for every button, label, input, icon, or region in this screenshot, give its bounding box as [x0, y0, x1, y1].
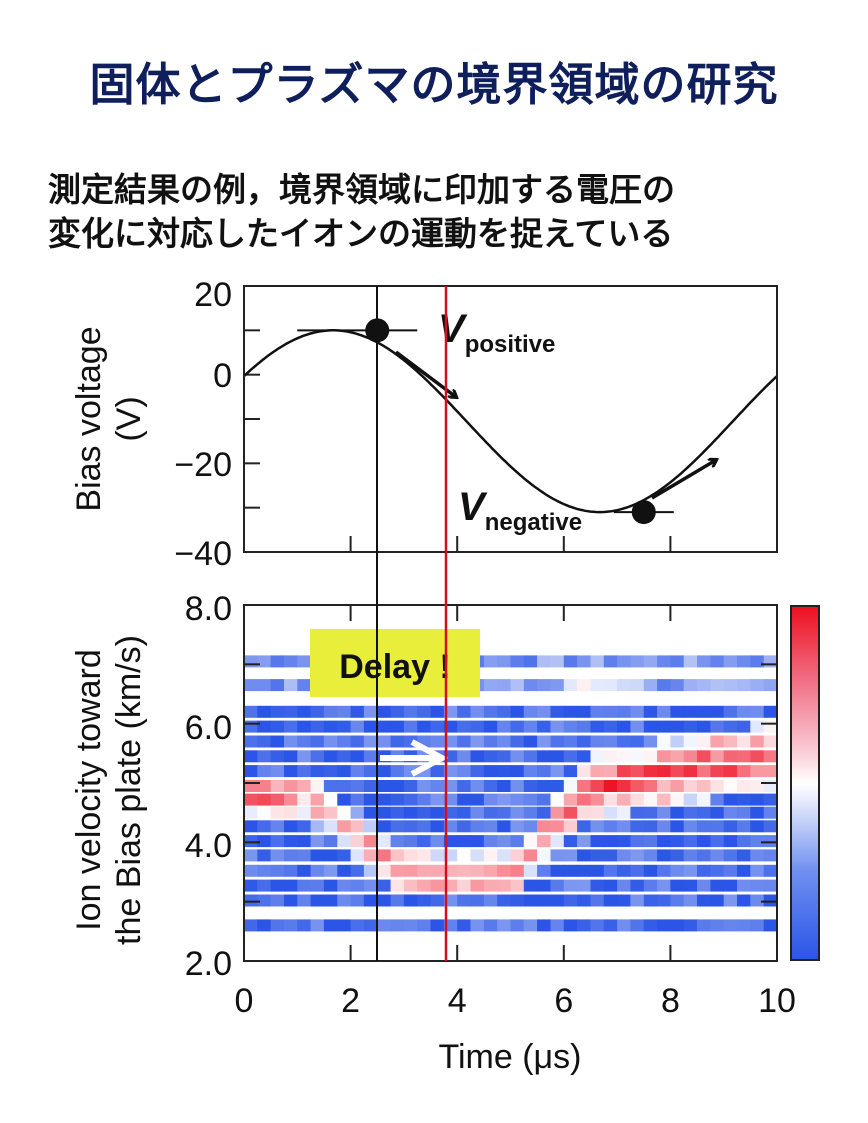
xlabel: Time (μs)	[439, 1038, 582, 1076]
increasing-voltage-arrow	[651, 460, 716, 500]
ion-velocity-heatmap: 8.0 6.0 4.0 2.0 Ion velocity toward the …	[70, 590, 820, 1076]
ytick-neg20: −20	[174, 446, 232, 484]
caption-line-2: 変化に対応したイオンの運動を捉えている	[48, 214, 674, 253]
ytick-4: 4.0	[185, 827, 232, 865]
bottom-ylabel-line2: the Bias plate (km/s)	[110, 635, 148, 945]
xtick-4: 4	[448, 982, 467, 1020]
figure-caption: 測定結果の例，境界領域に印加する電圧の 変化に対応したイオンの運動を捉えている	[48, 168, 848, 256]
delay-annotation-box	[310, 629, 480, 697]
delay-annotation-text: Delay !	[339, 648, 451, 686]
page-title: 固体とプラズマの境界領域の研究	[89, 58, 779, 111]
caption-line-1: 測定結果の例，境界領域に印加する電圧の	[48, 170, 675, 209]
top-ylabel-line1: Bias voltage	[70, 326, 108, 511]
ytick-8: 8.0	[185, 590, 232, 628]
v-positive-label: Vpositive	[438, 307, 555, 358]
ytick-20: 20	[194, 276, 232, 314]
v-negative-point	[631, 500, 656, 525]
xtick-2: 2	[341, 982, 360, 1020]
v-negative-label: Vnegative	[458, 485, 582, 536]
bias-voltage-plot: 20 0 −20 −40 Bias voltage (V) Vpositive …	[70, 276, 778, 573]
xtick-0: 0	[235, 982, 254, 1020]
delay-arrow-icon	[380, 739, 449, 777]
ytick-6: 6.0	[185, 709, 232, 747]
xtick-10: 10	[758, 982, 796, 1020]
colorbar	[790, 605, 820, 961]
ytick-neg40: −40	[174, 535, 232, 573]
top-plot-frame	[243, 285, 778, 553]
xtick-6: 6	[554, 982, 573, 1020]
top-ylabel-line2: (V)	[110, 396, 148, 441]
ytick-0: 0	[213, 357, 232, 395]
ytick-2: 2.0	[185, 945, 232, 983]
bottom-ylabel-line1: Ion velocity toward	[70, 649, 108, 931]
xtick-8: 8	[661, 982, 680, 1020]
